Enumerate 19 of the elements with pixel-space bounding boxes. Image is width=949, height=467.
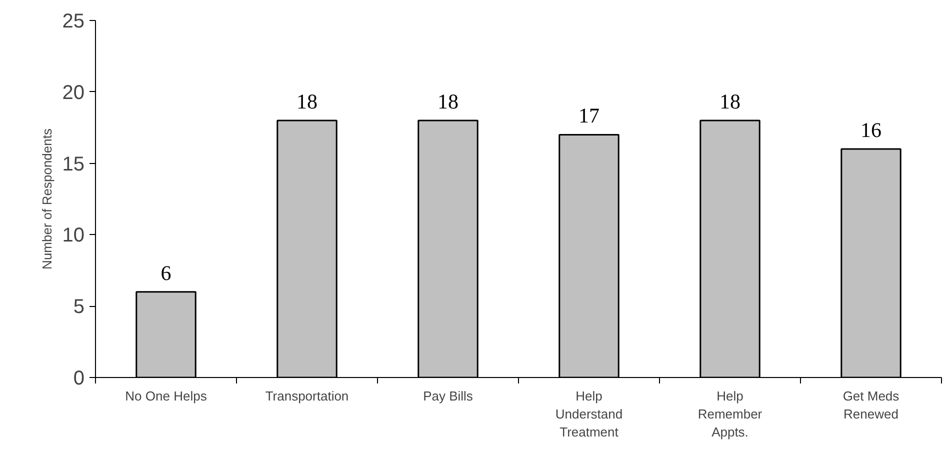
data-label: 6 [160, 260, 172, 285]
y-tick-label: 10 [62, 224, 85, 247]
x-tick-label: Pay Bills [423, 388, 474, 404]
data-label: 16 [860, 118, 882, 142]
x-tick-label: Transportation [265, 388, 349, 404]
y-axis-title: Number of Respondents [39, 128, 54, 270]
y-tick-label: 25 [62, 10, 85, 32]
y-tick-label: 15 [62, 153, 85, 176]
x-tick-label: Help Remember Appts. [698, 388, 763, 440]
y-tick-label: 20 [62, 82, 85, 104]
y-tick-label: 5 [73, 296, 84, 318]
y-tick-label: 0 [73, 368, 84, 390]
x-tick-label: Get Meds Renewed [842, 388, 900, 422]
data-label: 17 [578, 104, 600, 128]
data-label: 18 [438, 89, 458, 114]
data-label: 18 [720, 89, 740, 114]
data-label: 18 [296, 89, 318, 114]
x-tick-label: No One Helps [125, 388, 208, 404]
x-tick-label: Help Understand Treatment [555, 388, 623, 440]
